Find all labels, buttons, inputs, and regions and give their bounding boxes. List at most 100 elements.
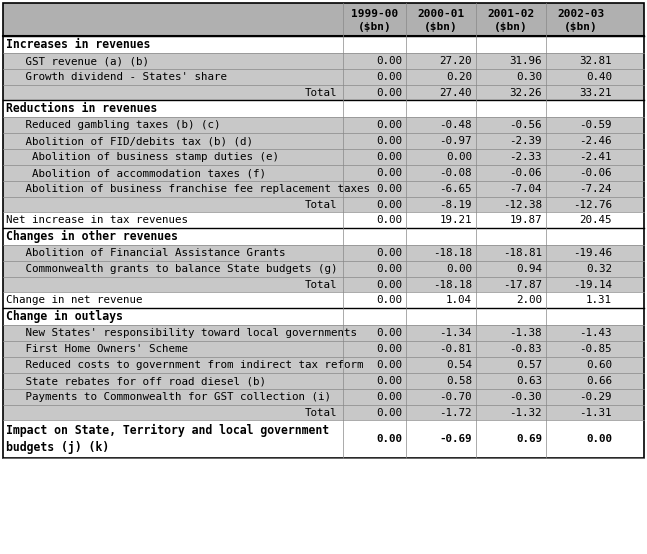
Text: -0.06: -0.06 — [580, 168, 612, 178]
Text: First Home Owners' Scheme: First Home Owners' Scheme — [6, 344, 188, 354]
Text: 0.30: 0.30 — [516, 72, 542, 82]
Text: 0.66: 0.66 — [586, 376, 612, 386]
Bar — [3, 197, 644, 212]
Text: 0.00: 0.00 — [586, 434, 612, 444]
Text: Change in outlays: Change in outlays — [6, 310, 123, 323]
Text: -7.24: -7.24 — [580, 184, 612, 194]
Text: 1999-00: 1999-00 — [351, 8, 398, 19]
Bar — [3, 133, 644, 149]
Text: 0.00: 0.00 — [376, 199, 402, 209]
Text: -0.08: -0.08 — [439, 168, 472, 178]
Text: Net increase in tax revenues: Net increase in tax revenues — [6, 215, 188, 225]
Text: -18.18: -18.18 — [433, 280, 472, 290]
Bar — [3, 53, 644, 69]
Bar — [3, 277, 644, 292]
Text: 33.21: 33.21 — [580, 88, 612, 98]
Text: -2.41: -2.41 — [580, 152, 612, 162]
Text: -0.59: -0.59 — [580, 120, 612, 130]
Text: 0.00: 0.00 — [376, 328, 402, 338]
Bar — [3, 373, 644, 389]
Text: -2.39: -2.39 — [509, 136, 542, 146]
Text: -0.81: -0.81 — [439, 344, 472, 354]
Text: 0.00: 0.00 — [446, 152, 472, 162]
Bar — [3, 308, 644, 325]
Text: -0.97: -0.97 — [439, 136, 472, 146]
Text: 31.96: 31.96 — [509, 56, 542, 66]
Text: 2000-01: 2000-01 — [417, 8, 465, 19]
Text: 19.87: 19.87 — [509, 215, 542, 225]
Text: Total: Total — [305, 280, 337, 290]
Text: 0.60: 0.60 — [586, 360, 612, 370]
Text: -0.29: -0.29 — [580, 392, 612, 402]
Text: Growth dividend - States' share: Growth dividend - States' share — [6, 72, 227, 82]
Bar — [3, 228, 644, 245]
Text: 0.20: 0.20 — [446, 72, 472, 82]
Bar — [3, 85, 644, 100]
Text: Reductions in revenues: Reductions in revenues — [6, 102, 157, 115]
Bar — [3, 3, 644, 36]
Text: 0.00: 0.00 — [376, 56, 402, 66]
Bar — [3, 36, 644, 53]
Text: -1.34: -1.34 — [439, 328, 472, 338]
Text: 0.00: 0.00 — [376, 72, 402, 82]
Text: -12.76: -12.76 — [573, 199, 612, 209]
Text: 1.31: 1.31 — [586, 295, 612, 305]
Text: New States' responsibility toward local governments: New States' responsibility toward local … — [6, 328, 357, 338]
Text: 0.00: 0.00 — [376, 184, 402, 194]
Text: 0.00: 0.00 — [376, 168, 402, 178]
Text: 0.00: 0.00 — [376, 392, 402, 402]
Text: 20.45: 20.45 — [580, 215, 612, 225]
Text: -1.38: -1.38 — [509, 328, 542, 338]
Text: -0.85: -0.85 — [580, 344, 612, 354]
Text: Abolition of FID/debits tax (b) (d): Abolition of FID/debits tax (b) (d) — [6, 136, 253, 146]
Text: -17.87: -17.87 — [503, 280, 542, 290]
Text: 0.00: 0.00 — [376, 434, 402, 444]
Text: State rebates for off road diesel (b): State rebates for off road diesel (b) — [6, 376, 266, 386]
Text: Changes in other revenues: Changes in other revenues — [6, 230, 178, 243]
Text: 2001-02: 2001-02 — [487, 8, 534, 19]
Text: -1.72: -1.72 — [439, 408, 472, 418]
Text: Abolition of accommodation taxes (f): Abolition of accommodation taxes (f) — [6, 168, 266, 178]
Text: -2.46: -2.46 — [580, 136, 612, 146]
Text: 0.00: 0.00 — [376, 280, 402, 290]
Text: -1.32: -1.32 — [509, 408, 542, 418]
Text: -1.43: -1.43 — [580, 328, 612, 338]
Text: Reduced gambling taxes (b) (c): Reduced gambling taxes (b) (c) — [6, 120, 221, 130]
Text: Reduced costs to government from indirect tax reform: Reduced costs to government from indirec… — [6, 360, 364, 370]
Bar — [3, 117, 644, 133]
Bar — [3, 389, 644, 405]
Text: 0.00: 0.00 — [376, 88, 402, 98]
Text: -8.19: -8.19 — [439, 199, 472, 209]
Bar — [3, 405, 644, 420]
Text: 0.63: 0.63 — [516, 376, 542, 386]
Text: Abolition of business franchise fee replacement taxes: Abolition of business franchise fee repl… — [6, 184, 370, 194]
Text: 0.54: 0.54 — [446, 360, 472, 370]
Bar — [3, 149, 644, 165]
Text: -0.48: -0.48 — [439, 120, 472, 130]
Text: -12.38: -12.38 — [503, 199, 542, 209]
Text: -1.31: -1.31 — [580, 408, 612, 418]
Text: Total: Total — [305, 199, 337, 209]
Text: 0.00: 0.00 — [376, 152, 402, 162]
Text: Increases in revenues: Increases in revenues — [6, 38, 150, 51]
Text: -0.30: -0.30 — [509, 392, 542, 402]
Bar — [3, 357, 644, 373]
Text: Change in net revenue: Change in net revenue — [6, 295, 142, 305]
Text: 2002-03: 2002-03 — [557, 8, 605, 19]
Text: GST revenue (a) (b): GST revenue (a) (b) — [6, 56, 149, 66]
Text: ($bn): ($bn) — [494, 22, 528, 32]
Bar — [3, 245, 644, 261]
Text: Total: Total — [305, 88, 337, 98]
Text: 0.00: 0.00 — [376, 215, 402, 225]
Text: 1.04: 1.04 — [446, 295, 472, 305]
Text: 0.57: 0.57 — [516, 360, 542, 370]
Text: 2.00: 2.00 — [516, 295, 542, 305]
Text: ($bn): ($bn) — [424, 22, 458, 32]
Text: -18.18: -18.18 — [433, 248, 472, 258]
Text: -0.06: -0.06 — [509, 168, 542, 178]
Text: Abolition of business stamp duties (e): Abolition of business stamp duties (e) — [6, 152, 279, 162]
Bar — [3, 100, 644, 117]
Text: 0.00: 0.00 — [376, 120, 402, 130]
Text: ($bn): ($bn) — [358, 22, 391, 32]
Text: Impact on State, Territory and local government
budgets (j) (k): Impact on State, Territory and local gov… — [6, 424, 329, 454]
